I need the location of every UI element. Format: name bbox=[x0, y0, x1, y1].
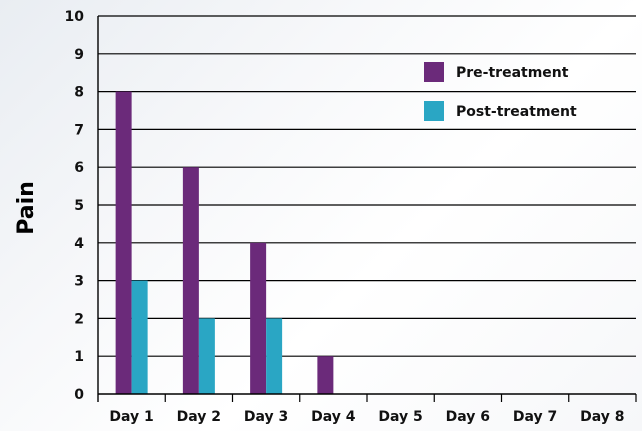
legend-swatch-post-treatment bbox=[424, 101, 444, 121]
y-tick-label: 3 bbox=[74, 274, 84, 290]
bar-pre-treatment-4 bbox=[317, 356, 334, 394]
bar-pre-treatment-3 bbox=[250, 242, 267, 394]
y-tick-label: 4 bbox=[74, 236, 84, 252]
legend: Pre-treatment Post-treatment bbox=[424, 62, 577, 121]
y-tick-label: 2 bbox=[74, 311, 84, 327]
x-tick-label: Day 7 bbox=[513, 409, 557, 425]
bars bbox=[115, 91, 334, 394]
legend-label-pre-treatment: Pre-treatment bbox=[456, 65, 569, 81]
y-tick-label: 10 bbox=[65, 9, 85, 25]
y-tick-label: 6 bbox=[74, 160, 84, 176]
y-tick-label: 8 bbox=[74, 85, 84, 101]
bar-pre-treatment-1 bbox=[115, 91, 132, 394]
x-tick-label: Day 6 bbox=[446, 409, 490, 425]
legend-swatch-pre-treatment bbox=[424, 62, 444, 82]
legend-label-post-treatment: Post-treatment bbox=[456, 104, 577, 120]
y-tick-label: 1 bbox=[74, 349, 84, 365]
axes bbox=[97, 16, 637, 402]
bar-post-treatment-1 bbox=[131, 280, 148, 394]
x-tick-label: Day 3 bbox=[244, 409, 288, 425]
y-tick-label: 5 bbox=[74, 198, 84, 214]
y-axis-label: Pain bbox=[14, 181, 39, 235]
x-tick-label: Day 4 bbox=[311, 409, 356, 425]
y-tick-label: 7 bbox=[74, 122, 84, 138]
x-tick-label: Day 8 bbox=[580, 409, 624, 425]
x-tick-label: Day 2 bbox=[177, 409, 221, 425]
y-tick-label: 9 bbox=[74, 47, 84, 63]
bar-post-treatment-2 bbox=[198, 318, 215, 394]
x-tick-label: Day 5 bbox=[378, 409, 422, 425]
y-tick-label: 0 bbox=[74, 387, 84, 403]
x-tick-label: Day 1 bbox=[109, 409, 153, 425]
bar-post-treatment-3 bbox=[266, 318, 283, 394]
bar-pre-treatment-2 bbox=[182, 167, 199, 394]
axis-ticks: 0 1 2 3 4 5 6 7 8 9 10 Day 1 Day 2 Day 3 Day 4 Day 5 Day… bbox=[65, 9, 625, 425]
